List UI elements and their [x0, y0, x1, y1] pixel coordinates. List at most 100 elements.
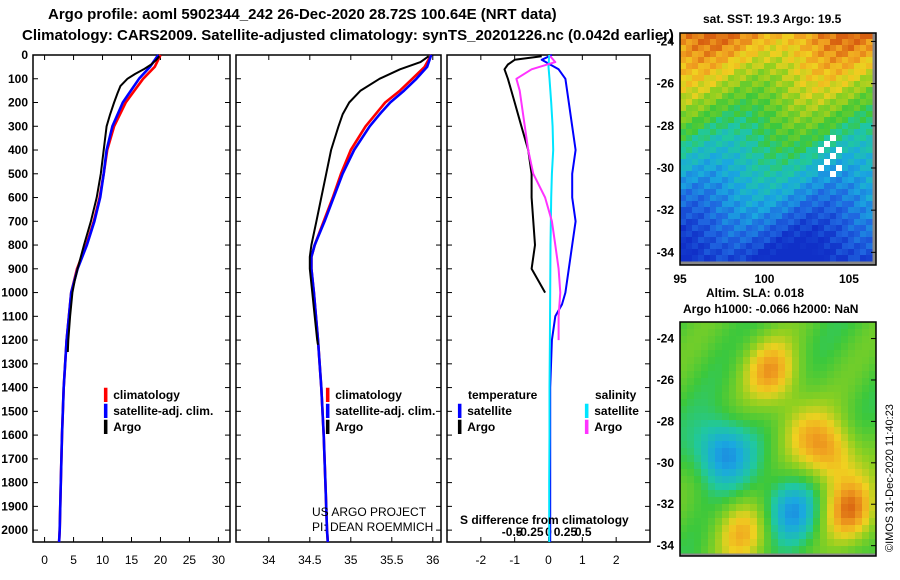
- map-cell: [830, 237, 837, 244]
- map-cell: [836, 135, 843, 142]
- map-cell: [860, 135, 867, 142]
- map-cell: [715, 532, 723, 540]
- map-cell: [771, 497, 779, 505]
- map-cell: [862, 546, 870, 554]
- map-cell: [729, 455, 737, 463]
- map-cell: [854, 255, 861, 262]
- map-cell: [848, 219, 855, 226]
- map-cell: [692, 123, 699, 130]
- map-cell: [836, 159, 843, 166]
- map-cell: [715, 420, 723, 428]
- map-cell: [794, 225, 801, 232]
- map-cell: [812, 201, 819, 208]
- map-cell: [710, 213, 717, 220]
- map-cell: [680, 434, 688, 442]
- map-cell: [757, 462, 765, 470]
- map-cell: [734, 39, 741, 46]
- map-cell: [782, 75, 789, 82]
- map-cell: [830, 189, 837, 196]
- map-cell: [854, 171, 861, 178]
- map-cell: [799, 455, 807, 463]
- map-cell: [830, 51, 837, 58]
- map-cell: [752, 39, 759, 46]
- map-cell: [806, 378, 814, 386]
- map-cell: [680, 141, 687, 148]
- map-cell: [692, 45, 699, 52]
- map-cell: [794, 51, 801, 58]
- map-cell: [728, 243, 735, 250]
- map-cell: [860, 51, 867, 58]
- map-cell: [818, 171, 825, 178]
- map-cell: [827, 350, 835, 358]
- map-cell: [788, 201, 795, 208]
- map-cell: [687, 518, 695, 526]
- map-cell: [704, 177, 711, 184]
- map-cell: [757, 455, 765, 463]
- map-cell: [800, 183, 807, 190]
- map-cell: [698, 99, 705, 106]
- map-cell: [722, 153, 729, 160]
- map-cell: [764, 57, 771, 64]
- map-cell: [824, 81, 831, 88]
- map-cell: [743, 490, 751, 498]
- map-cell: [848, 99, 855, 106]
- map-cell: [792, 462, 800, 470]
- map-cell: [785, 364, 793, 372]
- map-cell: [812, 219, 819, 226]
- map-cell: [734, 129, 741, 136]
- map-cell: [680, 371, 688, 379]
- map-cell: [701, 343, 709, 351]
- sla-map: [679, 321, 877, 557]
- map-cell: [722, 504, 730, 512]
- map-cell: [716, 177, 723, 184]
- map-cell: [820, 399, 828, 407]
- map-cell: [778, 525, 786, 533]
- map-cell: [813, 371, 821, 379]
- map-cell: [764, 129, 771, 136]
- map-cell: [792, 378, 800, 386]
- depth-tick-label: 400: [8, 143, 28, 157]
- map-cell: [860, 123, 867, 130]
- map-cell: [734, 255, 741, 262]
- map-cell: [841, 539, 849, 547]
- map-cell: [764, 51, 771, 58]
- map-cell: [788, 99, 795, 106]
- map-cell: [806, 231, 813, 238]
- map-cell: [771, 441, 779, 449]
- map-cell: [736, 392, 744, 400]
- map-cell: [694, 406, 702, 414]
- map-cell: [729, 364, 737, 372]
- map-cell: [842, 57, 849, 64]
- map-cell: [799, 392, 807, 400]
- map-cell: [869, 434, 877, 442]
- map-cell: [806, 93, 813, 100]
- map-cell: [806, 546, 814, 554]
- map-cell: [776, 129, 783, 136]
- map-cell: [841, 378, 849, 386]
- map-cell: [740, 177, 747, 184]
- map-cell: [866, 189, 873, 196]
- map-cell: [701, 455, 709, 463]
- map-cell: [698, 135, 705, 142]
- map-cell: [860, 147, 867, 154]
- map-cell: [752, 243, 759, 250]
- map-cell: [728, 117, 735, 124]
- map-cell: [729, 392, 737, 400]
- map-cell: [855, 420, 863, 428]
- map-cell: [806, 177, 813, 184]
- map-cell: [746, 135, 753, 142]
- map-cell: [782, 81, 789, 88]
- map-cell: [710, 99, 717, 106]
- map-cell: [752, 189, 759, 196]
- map-cell: [722, 87, 729, 94]
- map-cell: [855, 364, 863, 372]
- map-cell: [716, 63, 723, 70]
- map-cell: [698, 105, 705, 112]
- map-cell: [687, 364, 695, 372]
- map-cell: [708, 329, 716, 337]
- map-cell: [806, 525, 814, 533]
- map-cell: [729, 406, 737, 414]
- map-cell: [752, 111, 759, 118]
- map-cell: [694, 420, 702, 428]
- map-cell: [698, 45, 705, 52]
